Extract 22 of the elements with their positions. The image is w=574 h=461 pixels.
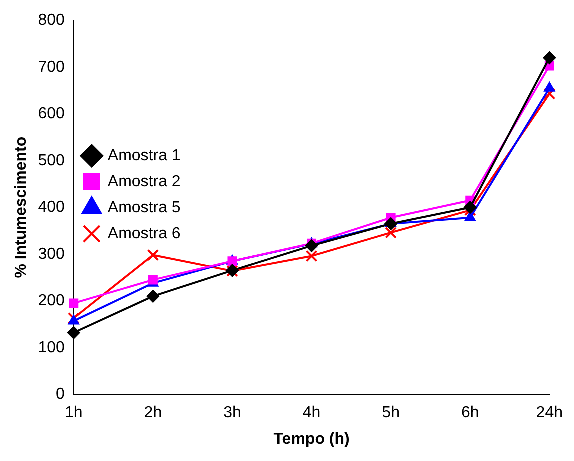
- x-tick-label: 4h: [302, 404, 321, 422]
- legend-label: Amostra 5: [108, 199, 181, 216]
- x-tick-label: 5h: [382, 404, 400, 422]
- x-tick-label: 2h: [144, 404, 162, 422]
- y-tick-label: 200: [38, 292, 65, 310]
- x-tick-label: 3h: [224, 404, 242, 422]
- y-tick-label: 600: [38, 106, 65, 123]
- y-tick-label: 800: [38, 12, 65, 30]
- x-tick-label: 1h: [64, 404, 83, 422]
- legend-label: Amostra 1: [108, 147, 181, 164]
- legend-label: Amostra 6: [108, 225, 181, 242]
- y-axis-title: % Intumescimento: [13, 136, 30, 278]
- y-tick-label: 400: [38, 199, 65, 216]
- x-tick-label: 6h: [461, 404, 480, 422]
- y-tick-label: 0: [56, 386, 65, 404]
- y-tick-label: 100: [38, 339, 65, 356]
- x-tick-label: 24h: [536, 404, 564, 422]
- y-tick-label: 300: [38, 246, 65, 263]
- y-tick-label: 700: [38, 58, 65, 76]
- y-tick-label: 500: [38, 152, 65, 170]
- legend-label: Amostra 2: [108, 173, 181, 190]
- x-axis-title: Tempo (h): [274, 430, 350, 448]
